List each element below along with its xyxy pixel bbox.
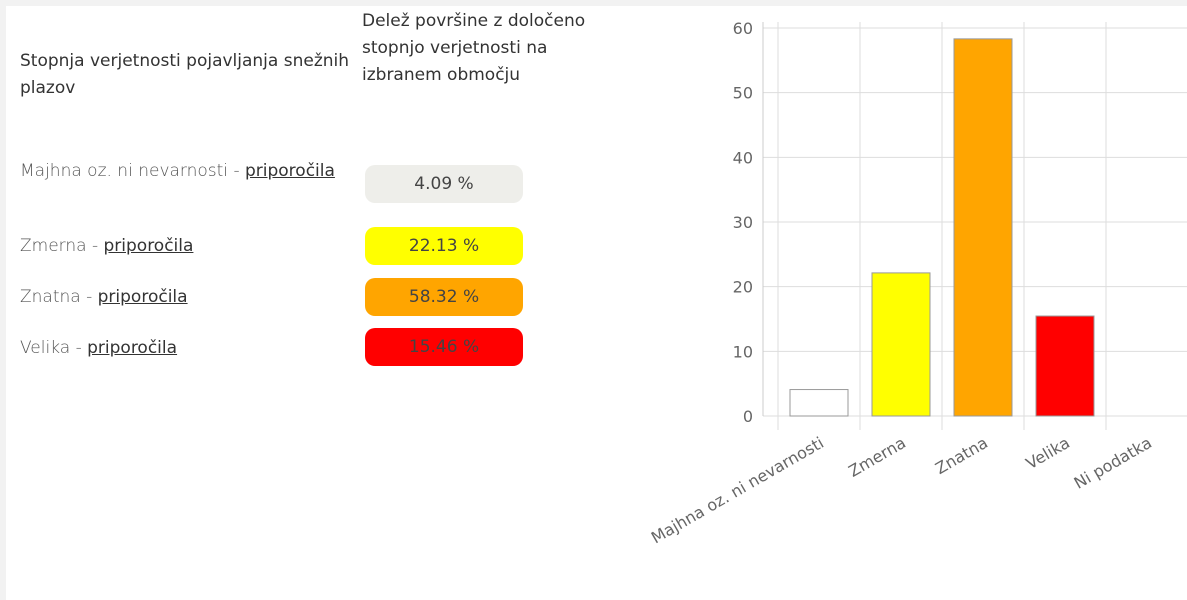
share-value: 4.09 % [365, 165, 523, 203]
bar [871, 272, 931, 417]
y-tick-label: 20 [733, 278, 753, 297]
y-tick-label: 10 [733, 342, 753, 361]
level-label: Velika - [20, 338, 82, 358]
recommendations-link[interactable]: priporočila [97, 287, 188, 307]
x-tick-label: Zmerna [845, 433, 909, 481]
x-tick-label: Znatna [932, 433, 991, 478]
row-label: Zmerna - priporočila [20, 233, 350, 260]
bar [953, 38, 1013, 417]
y-tick-label: 0 [743, 407, 753, 426]
y-tick-label: 60 [733, 19, 753, 38]
y-tick-label: 50 [733, 84, 753, 103]
level-label: Znatna - [20, 287, 93, 307]
share-value: 15.46 % [365, 328, 523, 366]
row-label: Velika - priporočila [20, 335, 350, 362]
recommendations-link[interactable]: priporočila [244, 161, 335, 181]
column-header: Stopnja verjetnosti pojavljanja snežnih … [20, 51, 350, 98]
recommendations-link[interactable]: priporočila [103, 236, 194, 256]
level-label: Majhna oz. ni nevarnosti - [20, 161, 240, 181]
level-label: Zmerna - [20, 236, 99, 256]
row-label: Znatna - priporočila [20, 284, 350, 311]
row-label: Majhna oz. ni nevarnosti - priporočila [20, 158, 350, 185]
y-tick-label: 30 [733, 213, 753, 232]
share-value: 22.13 % [365, 227, 523, 265]
recommendations-link[interactable]: priporočila [87, 338, 178, 358]
bar [789, 389, 849, 417]
y-tick-label: 40 [733, 148, 753, 167]
column-header: Delež površine z določeno stopnjo verjet… [362, 11, 586, 85]
x-tick-label: Majhna oz. ni nevarnosti [648, 433, 827, 547]
share-value: 58.32 % [365, 278, 523, 316]
x-tick-label: Velika [1023, 433, 1073, 473]
x-tick-label: Ni podatka [1071, 433, 1155, 493]
bar [1035, 315, 1095, 417]
